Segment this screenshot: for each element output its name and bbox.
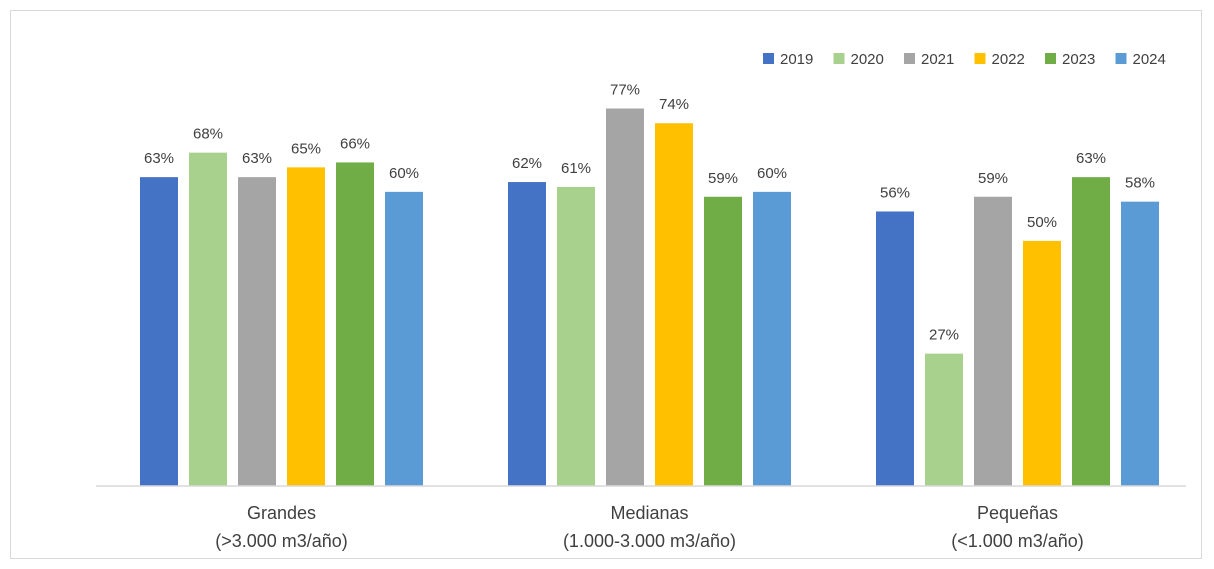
bar-2023-1 <box>336 162 374 486</box>
value-label-2020-2: 61% <box>561 160 591 177</box>
legend-label-2019: 2019 <box>780 51 813 68</box>
bar-2024-3 <box>1121 201 1159 486</box>
bar-2024-1 <box>385 191 423 487</box>
value-label-2022-3: 50% <box>1027 214 1057 231</box>
bar-2023-3 <box>1072 177 1110 486</box>
bar-2019-1 <box>140 177 178 486</box>
value-label-2021-1: 63% <box>242 150 272 167</box>
value-label-2024-2: 60% <box>757 165 787 182</box>
value-label-2024-3: 58% <box>1125 175 1155 192</box>
bar-2021-2 <box>606 108 644 486</box>
bar-2023-2 <box>704 196 742 486</box>
value-label-2021-2: 77% <box>610 82 640 99</box>
value-label-2024-1: 60% <box>389 165 419 182</box>
value-label-2019-2: 62% <box>512 155 542 172</box>
value-label-2023-1: 66% <box>340 135 370 152</box>
legend-label-2023: 2023 <box>1062 51 1095 68</box>
category-label-3-line-2: (<1.000 m3/año) <box>951 531 1084 551</box>
legend-label-2021: 2021 <box>921 51 954 68</box>
legend-swatch-2020 <box>833 53 845 64</box>
category-label-1-line-2: (>3.000 m3/año) <box>215 531 348 551</box>
bar-2024-2 <box>753 191 791 487</box>
bar-2020-1 <box>189 152 227 486</box>
bars <box>140 108 1159 487</box>
value-label-2019-1: 63% <box>144 150 174 167</box>
value-label-2023-3: 63% <box>1076 150 1106 167</box>
legend-label-2024: 2024 <box>1133 51 1166 68</box>
legend-label-2022: 2022 <box>992 51 1025 68</box>
bar-2022-2 <box>655 123 693 486</box>
category-label-3-line-1: Pequeñas <box>977 503 1058 523</box>
category-label-2-line-1: Medianas <box>610 503 688 523</box>
legend-swatch-2023 <box>1045 53 1056 64</box>
bar-2021-1 <box>238 177 276 486</box>
legend-swatch-2022 <box>974 53 986 64</box>
legend-swatch-2019 <box>763 53 774 64</box>
bar-2019-3 <box>876 211 914 486</box>
bar-2020-3 <box>925 353 963 486</box>
legend-label-2020: 2020 <box>851 51 884 68</box>
category-labels: Grandes (>3.000 m3/año) Medianas (1.000-3.0… <box>215 503 1084 551</box>
bar-2020-2 <box>557 186 595 486</box>
bar-2022-1 <box>287 167 325 486</box>
category-label-1-line-1: Grandes <box>247 503 316 523</box>
bar-2021-3 <box>974 196 1012 486</box>
value-label-2023-2: 59% <box>708 170 738 187</box>
legend-swatch-2021 <box>904 53 915 64</box>
value-label-2020-1: 68% <box>193 126 223 143</box>
value-label-2019-3: 56% <box>880 184 910 201</box>
category-label-2-line-2: (1.000-3.000 m3/año) <box>563 531 736 551</box>
value-label-2021-3: 59% <box>978 170 1008 187</box>
value-labels: 63% 62% 56% 68% 61% 27% 63% 77% 59% 65% 74% 50% 66% 5… <box>144 82 1155 344</box>
bar-2022-3 <box>1023 240 1061 486</box>
legend: 2019 2020 2021 2022 2023 2024 <box>763 51 1166 68</box>
legend-swatch-2024 <box>1115 53 1127 64</box>
value-label-2022-1: 65% <box>291 140 321 157</box>
value-label-2020-3: 27% <box>929 327 959 344</box>
bar-2019-2 <box>508 182 546 487</box>
value-label-2022-2: 74% <box>659 96 689 113</box>
